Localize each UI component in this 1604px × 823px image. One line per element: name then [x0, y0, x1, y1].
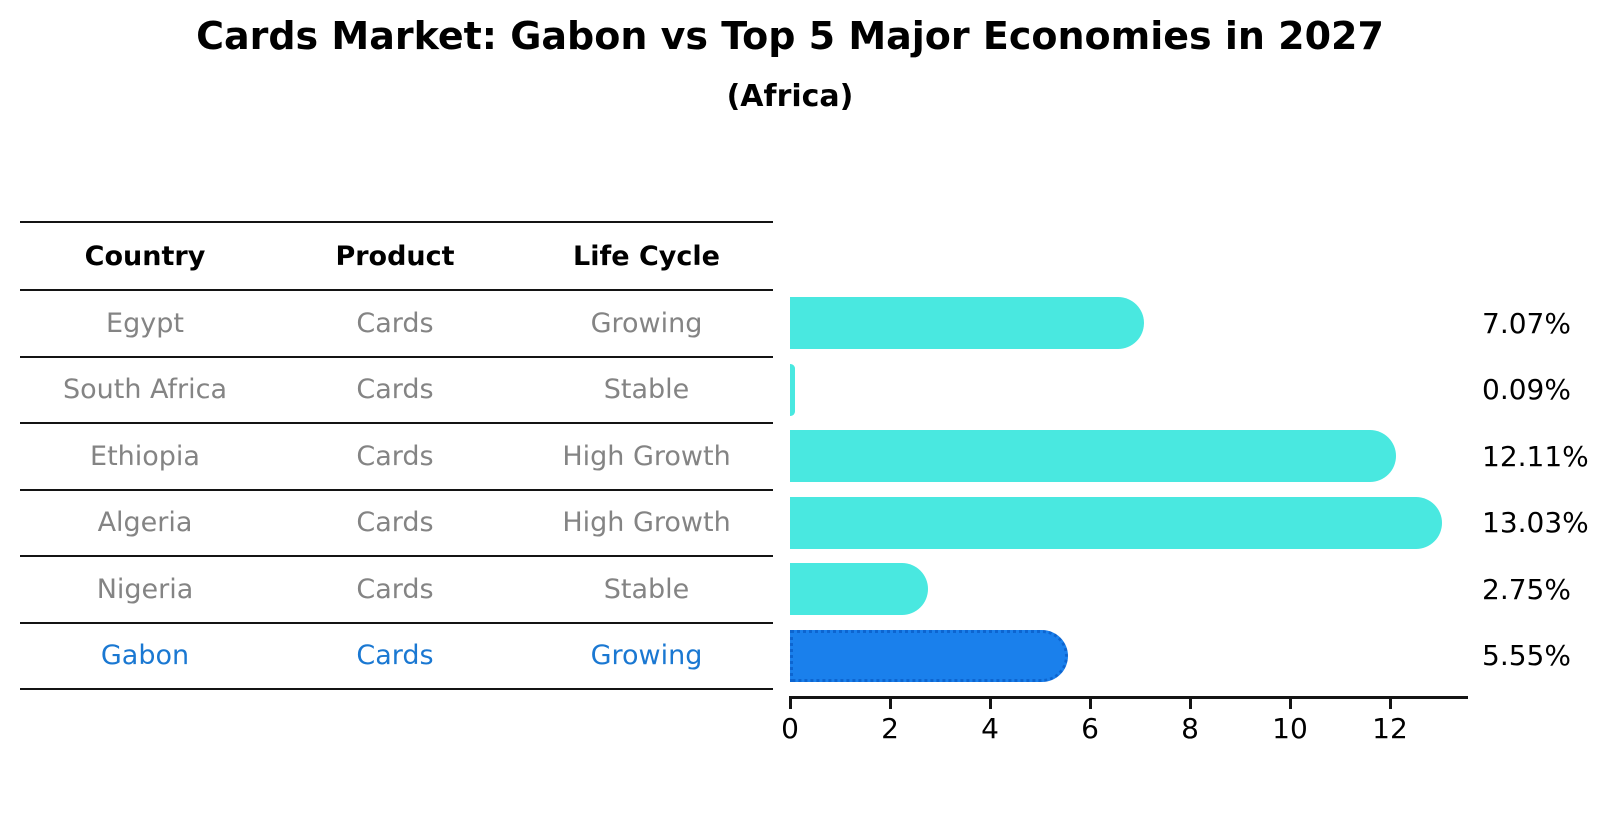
cell-life-cycle: Growing: [590, 307, 703, 339]
table-row-algeria: Algeria Cards High Growth: [20, 490, 773, 557]
cell-country: Egypt: [106, 307, 184, 339]
cell-life-cycle: High Growth: [562, 507, 731, 539]
bar-value-label-nigeria: 2.75%: [1482, 572, 1571, 606]
bar-nigeria: [790, 563, 928, 616]
x-axis-tick-label: 4: [981, 712, 999, 745]
chart-title: Cards Market: Gabon vs Top 5 Major Econo…: [196, 14, 1384, 58]
table-grid-line: [20, 221, 773, 223]
table-grid-line: [20, 621, 773, 624]
cell-product: Cards: [356, 374, 434, 406]
x-axis-tick: [1188, 696, 1192, 709]
table-row-egypt: Egypt Cards Growing: [20, 290, 773, 357]
table-row-ethiopia: Ethiopia Cards High Growth: [20, 423, 773, 490]
cell-country: Ethiopia: [90, 440, 200, 472]
cell-country: South Africa: [62, 374, 228, 406]
cell-country: Algeria: [97, 507, 193, 539]
x-axis-tick-label: 0: [781, 712, 799, 745]
x-axis-tick-label: 6: [1081, 712, 1099, 745]
bar-gabon: [790, 629, 1068, 682]
x-axis-tick: [1288, 696, 1292, 709]
table-grid-line: [20, 422, 773, 424]
table-grid-line: [20, 555, 773, 557]
bar-value-label-egypt: 7.07%: [1482, 306, 1571, 340]
bar-value-label-algeria: 13.03%: [1482, 506, 1589, 540]
x-axis-tick-label: 2: [881, 712, 899, 745]
x-axis-tick: [1088, 696, 1092, 709]
cell-product: Cards: [356, 573, 434, 605]
x-axis-tick: [888, 696, 892, 709]
column-header-product: Product: [335, 240, 455, 272]
x-axis-tick: [988, 696, 992, 709]
bar-egypt: [790, 297, 1144, 350]
x-axis-tick-label: 10: [1272, 712, 1308, 745]
table-row-nigeria: Nigeria Cards Stable: [20, 556, 773, 623]
bar-south-africa: [790, 363, 795, 416]
cell-life-cycle: High Growth: [562, 440, 731, 472]
bar-algeria: [790, 496, 1442, 549]
chart-subtitle: (Africa): [726, 79, 854, 114]
cell-product: Cards: [356, 307, 434, 339]
cell-country: Nigeria: [96, 573, 194, 605]
x-axis-line: [790, 696, 1468, 699]
table-row-gabon: Gabon Cards Growing: [20, 623, 773, 690]
cell-life-cycle: Stable: [603, 573, 690, 605]
cell-product: Cards: [356, 640, 434, 672]
cell-product: Cards: [356, 440, 434, 472]
bar-value-label-ethiopia: 12.11%: [1482, 439, 1589, 473]
table-grid-line: [20, 488, 773, 491]
table-grid-line: [20, 289, 773, 291]
x-axis-tick: [1388, 696, 1392, 709]
column-header-country: Country: [84, 240, 206, 272]
bar-value-label-south-africa: 0.09%: [1482, 373, 1571, 407]
table-grid-line: [20, 355, 773, 358]
table-grid-line: [20, 688, 773, 690]
cell-product: Cards: [356, 507, 434, 539]
cell-country: Gabon: [100, 640, 190, 672]
table-header: Country Product Life Cycle: [20, 222, 773, 290]
table-row-south-africa: South Africa Cards Stable: [20, 357, 773, 424]
cell-life-cycle: Stable: [603, 374, 690, 406]
x-axis-tick-label: 12: [1372, 712, 1408, 745]
x-axis-tick-label: 8: [1181, 712, 1199, 745]
bar-value-label-gabon: 5.55%: [1482, 639, 1571, 673]
cell-life-cycle: Growing: [590, 640, 703, 672]
bar-ethiopia: [790, 430, 1396, 483]
column-header-life-cycle: Life Cycle: [573, 240, 720, 272]
x-axis-tick: [788, 696, 792, 709]
